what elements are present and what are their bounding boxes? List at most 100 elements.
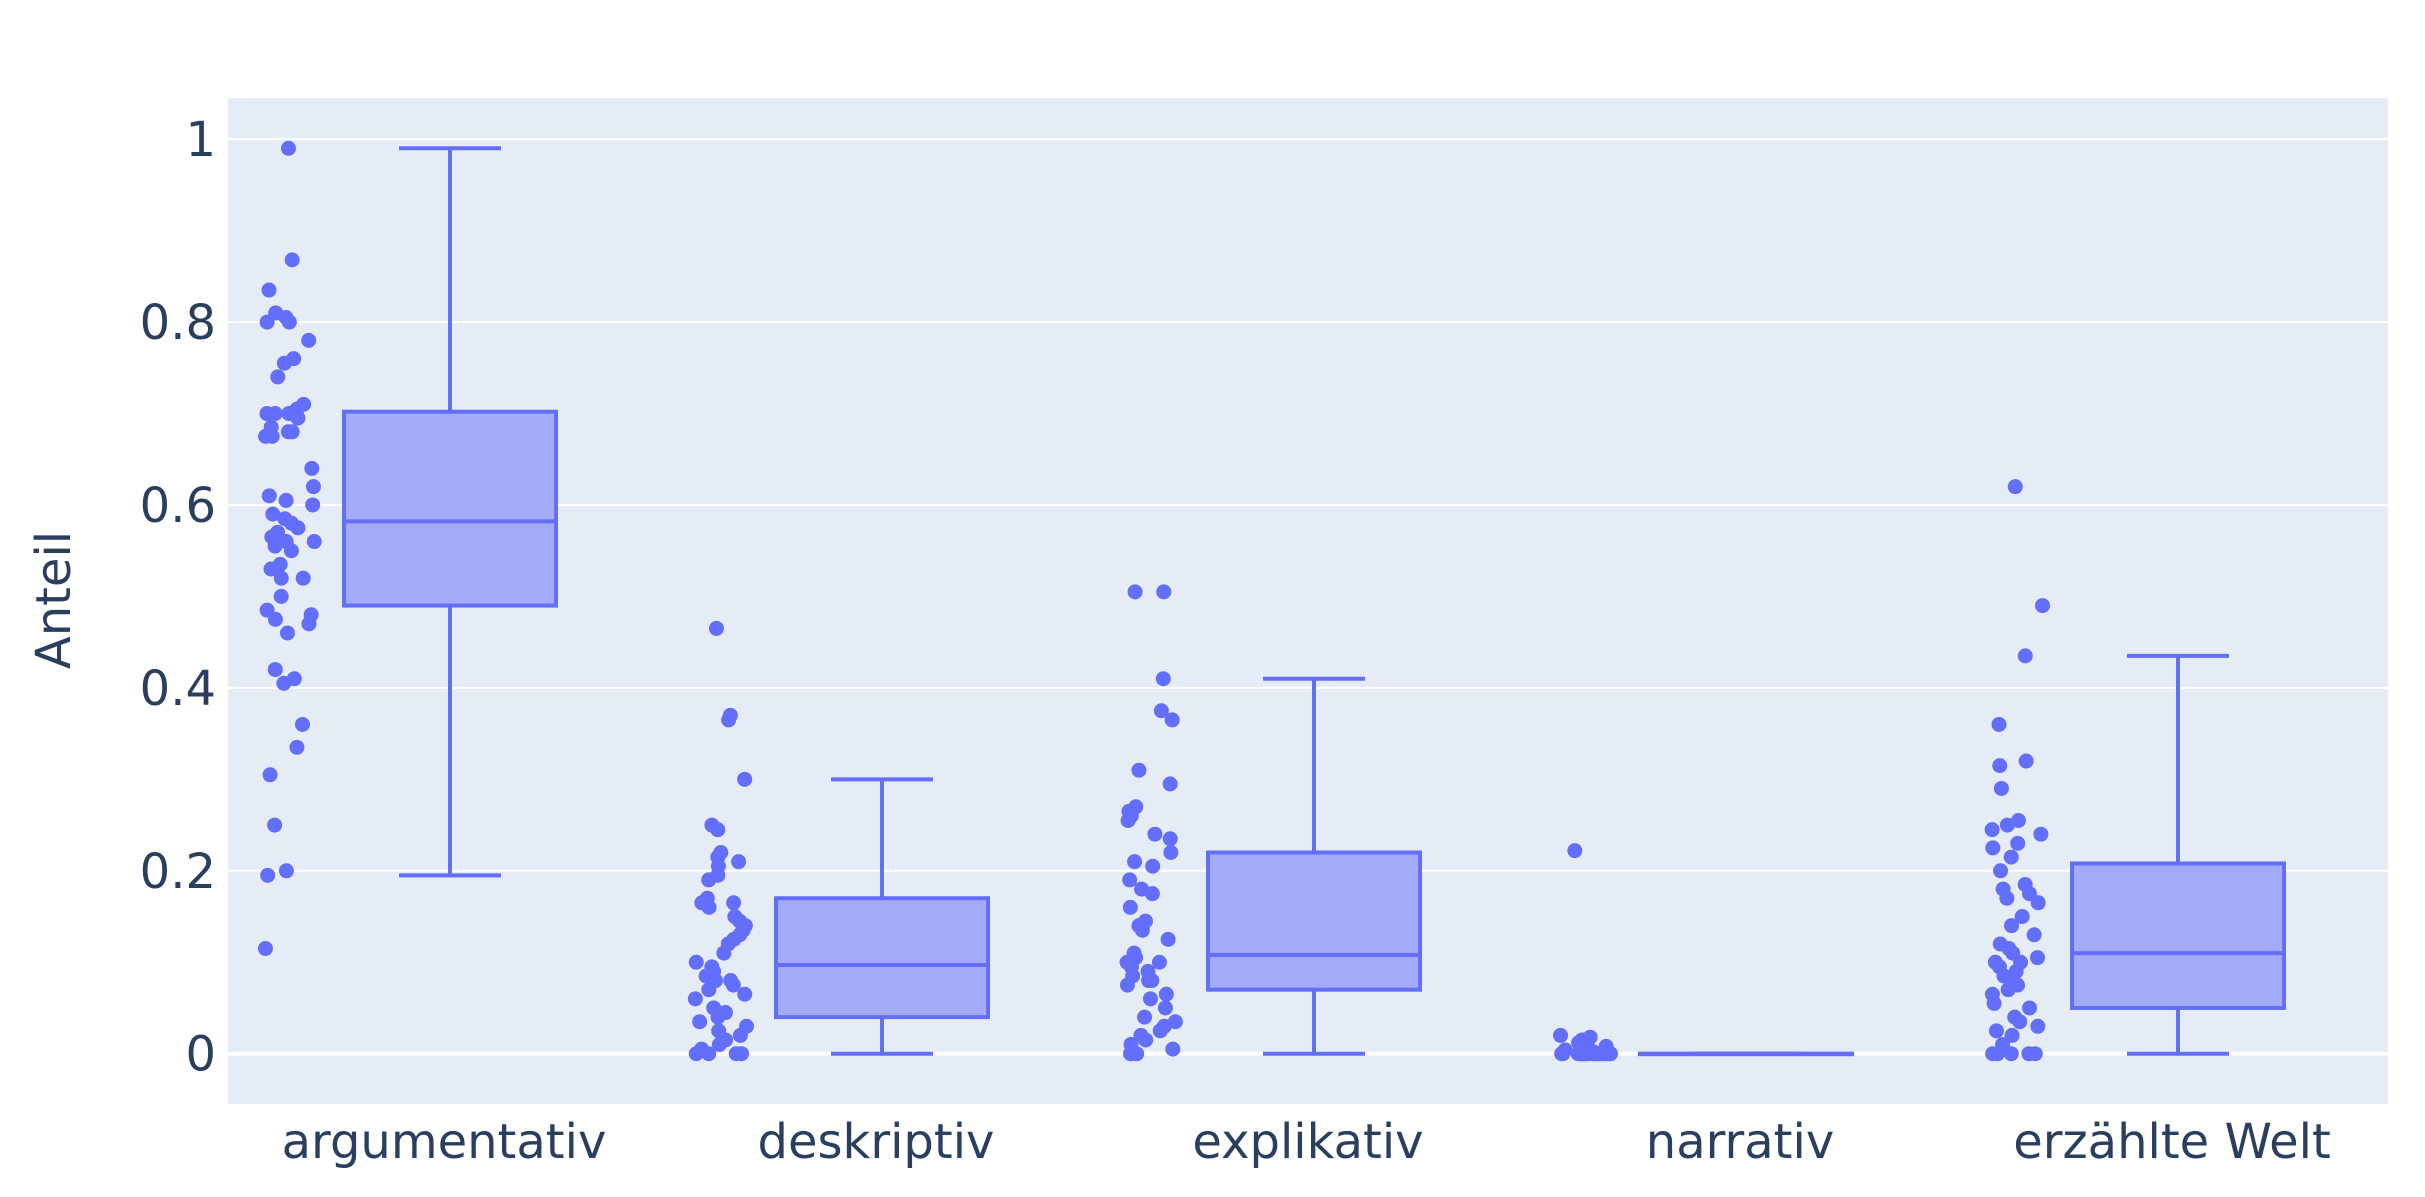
data-point — [1122, 872, 1138, 888]
boxes — [342, 146, 2286, 1057]
data-point — [1134, 922, 1150, 938]
data-point — [1999, 890, 2015, 906]
y-tick-label: 0.6 — [140, 478, 216, 534]
data-point — [1142, 991, 1158, 1007]
data-point — [1589, 1046, 1605, 1062]
data-point — [1131, 762, 1147, 778]
data-point — [2029, 950, 2045, 966]
data-point — [2030, 895, 2046, 911]
data-point — [1165, 1041, 1181, 1057]
data-point — [701, 982, 717, 998]
data-point — [306, 534, 322, 550]
data-point — [2017, 648, 2033, 664]
data-point — [2012, 1014, 2028, 1030]
data-point — [710, 822, 726, 838]
data-point — [2027, 1046, 2043, 1062]
data-point — [721, 712, 737, 728]
data-point — [710, 1009, 726, 1025]
data-point — [294, 716, 310, 732]
iqr-box — [774, 896, 990, 1020]
data-point — [1160, 931, 1176, 947]
data-point — [267, 406, 283, 422]
data-point — [1153, 703, 1169, 719]
data-point — [1163, 845, 1179, 860]
data-point — [281, 314, 297, 330]
data-point — [304, 460, 320, 476]
data-point — [267, 817, 283, 833]
data-point — [258, 428, 274, 444]
data-point — [273, 570, 289, 586]
data-point — [1119, 977, 1135, 993]
data-point — [276, 355, 292, 371]
data-point — [1145, 858, 1161, 874]
data-point — [1164, 712, 1180, 728]
data-point — [295, 570, 311, 586]
data-point — [281, 140, 297, 156]
data-point — [726, 895, 742, 911]
data-point — [737, 771, 753, 787]
data-point — [1991, 716, 2007, 732]
x-tick-label: argumentativ — [282, 1114, 607, 1170]
data-point — [290, 410, 306, 426]
x-tick-label: narrativ — [1646, 1114, 1834, 1170]
data-point — [2007, 479, 2023, 495]
data-point — [708, 620, 724, 636]
data-point — [1158, 986, 1174, 1002]
data-point — [290, 520, 306, 536]
data-point — [278, 492, 294, 508]
data-point — [725, 977, 741, 993]
data-point — [701, 1046, 717, 1062]
data-point — [1570, 1046, 1586, 1062]
data-point — [1985, 840, 2001, 856]
data-point — [273, 588, 289, 604]
data-point — [1137, 1009, 1153, 1025]
data-point — [2004, 1027, 2020, 1043]
data-point — [267, 611, 283, 627]
data-point — [1151, 954, 1167, 970]
data-point — [283, 543, 299, 559]
data-point — [280, 424, 296, 440]
data-point — [701, 899, 717, 915]
data-point — [2018, 753, 2034, 769]
data-point — [1157, 1000, 1173, 1016]
data-point — [1141, 973, 1157, 989]
data-point — [1992, 758, 2008, 774]
data-point — [289, 739, 305, 755]
data-point — [1162, 776, 1178, 792]
data-point — [1127, 854, 1143, 870]
y-tick-label: 0.4 — [140, 661, 216, 717]
data-point — [261, 282, 277, 298]
data-point — [1990, 1046, 2006, 1062]
y-axis-ticks: 0 0.2 0.4 0.6 0.8 1 — [140, 112, 216, 1083]
data-point — [305, 497, 321, 513]
data-point — [1127, 584, 1143, 600]
y-tick-label: 0 — [185, 1027, 216, 1083]
x-tick-label: erzählte Welt — [2013, 1114, 2331, 1170]
data-point — [2010, 835, 2026, 851]
data-point — [1152, 1023, 1168, 1039]
data-point — [267, 662, 283, 678]
data-point — [2035, 598, 2051, 614]
data-point — [301, 616, 317, 632]
data-point — [2030, 1018, 2046, 1034]
data-point — [1156, 584, 1172, 600]
data-point — [260, 867, 276, 883]
data-point — [262, 767, 278, 783]
data-point — [305, 479, 321, 495]
data-point — [2003, 849, 2019, 865]
data-point — [692, 1014, 708, 1030]
data-point — [257, 941, 273, 957]
data-point — [1147, 826, 1163, 842]
x-tick-label: deskriptiv — [758, 1114, 995, 1170]
data-point — [1155, 671, 1171, 687]
data-point — [261, 488, 277, 504]
data-point — [284, 252, 300, 268]
data-point — [2000, 982, 2016, 998]
data-point — [1553, 1027, 1569, 1043]
data-point — [731, 854, 747, 870]
data-point — [2004, 918, 2020, 934]
data-point — [1999, 817, 2015, 833]
y-tick-label: 0.8 — [140, 295, 216, 351]
data-point — [259, 314, 275, 330]
data-point — [278, 863, 294, 879]
